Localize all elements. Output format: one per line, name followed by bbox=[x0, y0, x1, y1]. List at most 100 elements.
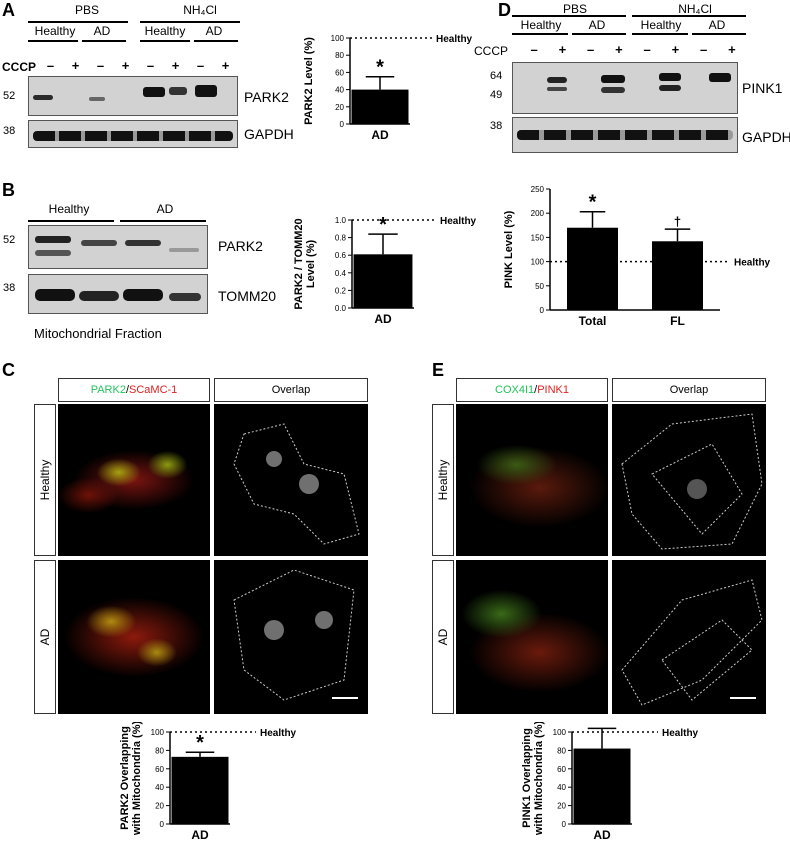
bar bbox=[171, 756, 229, 824]
reference-label: Healthy bbox=[440, 216, 477, 227]
y-tick-label: 0.0 bbox=[335, 304, 347, 313]
b-bar-chart: PARK2 / TOMM20 Level (%) 0.0 0.2 0.4 0.6 0.8 1.… bbox=[293, 214, 477, 326]
b-marker-52: 52 bbox=[3, 234, 16, 246]
d-sub-healthy-1: Healthy bbox=[520, 18, 562, 32]
cccp-sign: – bbox=[643, 42, 651, 57]
c-image-ad-overlap bbox=[214, 560, 368, 714]
a-sub-healthy-1: Healthy bbox=[34, 24, 76, 38]
e-row-ad: AD bbox=[432, 560, 454, 714]
a-sub-line-4 bbox=[194, 40, 238, 42]
c-row-healthy: Healthy bbox=[34, 404, 56, 556]
y-tick-label: 100 bbox=[531, 258, 545, 267]
cccp-sign: + bbox=[71, 58, 80, 73]
a-marker-38: 38 bbox=[3, 125, 16, 137]
b-blot-tomm20 bbox=[28, 274, 208, 314]
d-sub-line-1 bbox=[512, 33, 568, 35]
cccp-sign: – bbox=[46, 58, 55, 73]
reference-label: Healthy bbox=[436, 34, 473, 45]
cccp-sign: + bbox=[615, 42, 623, 57]
e-col-header-overlap: Overlap bbox=[612, 378, 766, 402]
a-protein-gapdh: GAPDH bbox=[244, 126, 294, 142]
significance-mark: * bbox=[376, 57, 384, 79]
bar bbox=[652, 241, 703, 310]
cccp-sign: + bbox=[671, 42, 680, 57]
x-tick-label: AD bbox=[374, 312, 392, 326]
reference-label: Healthy bbox=[662, 728, 699, 739]
y-tick-label: 1.0 bbox=[335, 216, 347, 225]
y-tick-label: 0.6 bbox=[335, 251, 347, 260]
b-blot-park2 bbox=[28, 225, 208, 269]
x-tick-label: AD bbox=[371, 128, 389, 142]
y-tick-label: 150 bbox=[531, 233, 545, 242]
a-sub-healthy-2: Healthy bbox=[144, 24, 186, 38]
d-protein-pink1: PINK1 bbox=[742, 80, 783, 96]
b-group-ad: AD bbox=[156, 202, 174, 216]
e-stain-red: PINK1 bbox=[537, 384, 569, 396]
d-sub-ad-2: AD bbox=[708, 18, 726, 32]
y-axis-label: PARK2 / TOMM20 bbox=[293, 218, 305, 309]
a-sub-line-1 bbox=[28, 40, 78, 42]
d-group-line-pbs bbox=[512, 15, 626, 17]
cccp-sign: + bbox=[171, 58, 180, 73]
c-col-header-overlap: Overlap bbox=[214, 378, 368, 402]
reference-label: Healthy bbox=[260, 728, 297, 739]
y-tick-label: 80 bbox=[155, 746, 164, 755]
d-blot-pink1 bbox=[512, 62, 738, 114]
a-group-pbs: PBS bbox=[74, 3, 99, 17]
cccp-sign: – bbox=[196, 58, 205, 73]
a-marker-52: 52 bbox=[3, 90, 16, 102]
b-group-line-ad bbox=[120, 220, 206, 222]
y-tick-label: 100 bbox=[553, 728, 567, 737]
significance-mark: * bbox=[196, 732, 204, 754]
cccp-sign: + bbox=[558, 42, 567, 57]
b-group-line-healthy bbox=[28, 220, 114, 222]
c-image-healthy-overlap bbox=[214, 404, 368, 556]
d-group-pbs: PBS bbox=[562, 2, 587, 16]
panel-a-label: A bbox=[2, 0, 15, 20]
d-sub-healthy-2: Healthy bbox=[640, 18, 682, 32]
d-sub-line-3 bbox=[632, 33, 688, 35]
cccp-sign: – bbox=[146, 58, 155, 73]
a-cccp-label: CCCP bbox=[2, 60, 37, 74]
x-tick-label: FL bbox=[670, 314, 685, 328]
e-image-ad-overlap bbox=[612, 560, 766, 714]
y-tick-label: 0 bbox=[562, 820, 567, 829]
x-tick-label: Total bbox=[579, 314, 607, 328]
y-axis-label: with Mitochondria (%) bbox=[533, 722, 545, 836]
y-tick-label: 80 bbox=[557, 746, 566, 755]
y-axis-label: PARK2 Level (%) bbox=[303, 37, 315, 125]
bar bbox=[567, 227, 618, 310]
d-sub-ad-1: AD bbox=[588, 18, 606, 32]
y-tick-label: 60 bbox=[557, 765, 566, 774]
y-tick-label: 100 bbox=[151, 728, 165, 737]
e-row-healthy: Healthy bbox=[432, 404, 454, 556]
c-row-ad: AD bbox=[34, 560, 56, 714]
a-bar-chart: PARK2 Level (%) 0 20 40 60 80 100 Healthy * AD bbox=[303, 34, 473, 142]
cccp-sign: – bbox=[587, 42, 595, 57]
d-cccp-signs: – + – + – + – + bbox=[520, 42, 746, 58]
y-axis-label: PARK2 Overlapping bbox=[119, 726, 131, 830]
y-tick-label: 60 bbox=[155, 765, 164, 774]
e-image-healthy-stain bbox=[456, 404, 608, 556]
y-axis-label: Level (%) bbox=[305, 240, 317, 289]
e-image-healthy-overlap bbox=[612, 404, 766, 556]
x-tick-label: AD bbox=[593, 828, 611, 842]
panel-e-label: E bbox=[432, 360, 445, 380]
e-bar-chart: PINK1 Overlapping with Mitochondria (%) 0 2… bbox=[521, 722, 699, 842]
cccp-sign: – bbox=[700, 42, 708, 57]
y-axis-label: PINK1 Overlapping bbox=[521, 728, 533, 828]
c-image-ad-stain bbox=[58, 560, 210, 714]
cccp-sign: – bbox=[530, 42, 538, 57]
significance-mark: † bbox=[674, 214, 681, 229]
panel-c-label: C bbox=[2, 360, 15, 380]
y-tick-label: 50 bbox=[535, 282, 544, 291]
y-tick-label: 40 bbox=[155, 783, 164, 792]
y-axis-label: PINK Level (%) bbox=[503, 210, 515, 288]
significance-mark: * bbox=[589, 192, 597, 214]
d-cccp-label: CCCP bbox=[474, 44, 509, 58]
y-tick-label: 80 bbox=[335, 51, 344, 60]
y-tick-label: 0 bbox=[340, 120, 345, 129]
d-sub-line-4 bbox=[692, 33, 746, 35]
c-stain-red: SCaMC-1 bbox=[129, 384, 178, 396]
y-tick-label: 0.4 bbox=[335, 269, 347, 278]
